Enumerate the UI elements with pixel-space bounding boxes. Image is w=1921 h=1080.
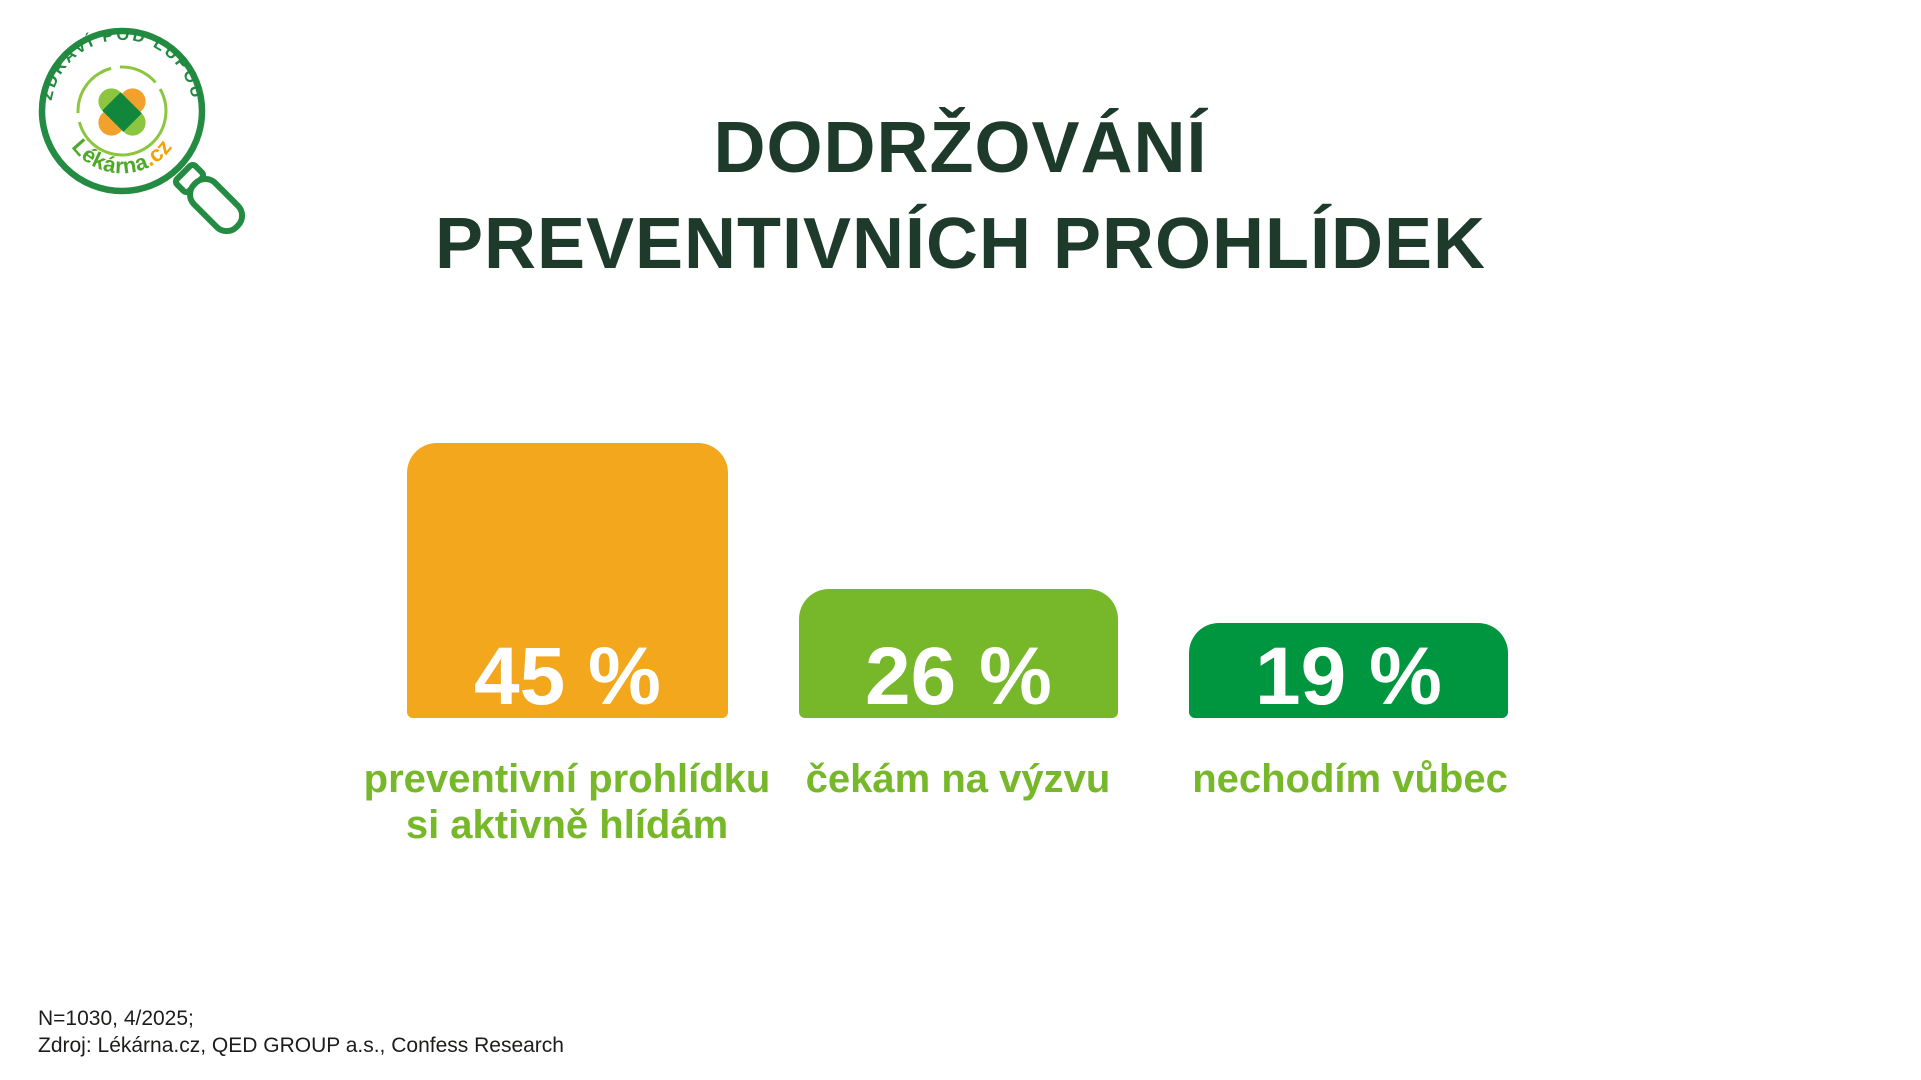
bar-category-label-line: nechodím vůbec (1192, 757, 1508, 801)
bar-category-label-never-attend: nechodím vůbec (1100, 756, 1600, 802)
sample-size-note: N=1030, 4/2025; (38, 1007, 194, 1030)
bar-category-label-line: preventivní prohlídku (363, 757, 771, 801)
bar-category-label-active-monitoring: preventivní prohlídku si aktivně hlídám (317, 756, 817, 848)
bar-wait-for-invite: 26 % (799, 589, 1118, 718)
crossed-bandages-icon (98, 88, 146, 136)
page-title: DODRŽOVÁNÍ PREVENTIVNÍCH PROHLÍDEK (0, 100, 1921, 292)
bar-active-monitoring: 45 % (407, 443, 728, 718)
page-title-line1: DODRŽOVÁNÍ (713, 108, 1208, 188)
magnifier-handle-icon (172, 161, 246, 235)
bar-never-attend: 19 % (1189, 623, 1508, 718)
bar-category-label-wait-for-invite: čekám na výzvu (708, 756, 1208, 802)
bar-category-label-line: čekám na výzvu (805, 757, 1111, 801)
inner-circle-icon (76, 65, 168, 157)
source-credit: Zdroj: Lékárna.cz, QED GROUP a.s., Confe… (38, 1034, 564, 1057)
bar-category-label-line: si aktivně hlídám (405, 803, 729, 847)
bar-value-label: 26 % (865, 631, 1052, 722)
bar-value-label: 45 % (474, 631, 661, 722)
bar-value-label: 19 % (1255, 631, 1442, 722)
page-title-line2: PREVENTIVNÍCH PROHLÍDEK (434, 204, 1487, 284)
source-note: N=1030, 4/2025; Zdroj: Lékárna.cz, QED G… (38, 1005, 564, 1059)
magnifier-logo: ZDRAVÍ POD LUPOU Lékárna.cz (38, 26, 246, 235)
